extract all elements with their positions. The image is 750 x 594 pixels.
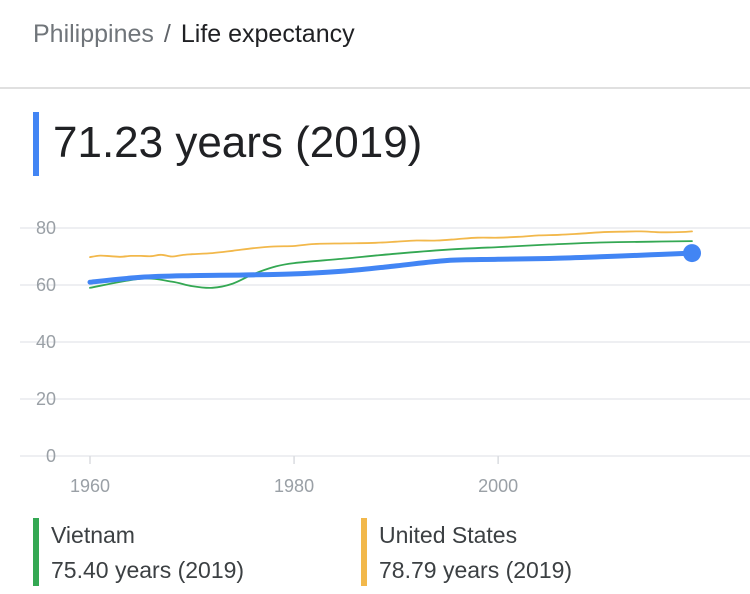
series-line-united-states [89, 230, 693, 258]
y-tick-label-0: 0 [46, 446, 56, 466]
life-expectancy-chart[interactable]: 0 20 40 60 80 1960 1980 2000 [0, 205, 750, 505]
headline-accent-bar [33, 112, 39, 176]
legend-value: 75.40 years (2019) [51, 557, 245, 583]
breadcrumb: Philippines / Life expectancy [33, 20, 355, 49]
chart-grid [20, 227, 750, 464]
series-line-philippines [87, 250, 695, 285]
breadcrumb-current: Life expectancy [180, 20, 355, 48]
header-divider [0, 87, 750, 89]
y-tick-label-20: 20 [36, 389, 56, 409]
chart-series [87, 230, 701, 289]
y-tick-label-60: 60 [36, 275, 56, 295]
breadcrumb-parent-link[interactable]: Philippines [33, 20, 154, 48]
headline-value: 71.23 years (2019) [53, 118, 423, 167]
x-tick-label-2000: 2000 [478, 476, 518, 496]
legend-value: 78.79 years (2019) [379, 557, 573, 583]
legend-name: United States [379, 522, 518, 548]
series-endpoint-philippines [683, 244, 701, 263]
x-tick-label-1980: 1980 [274, 476, 314, 496]
legend-color-bar [33, 518, 39, 586]
y-tick-label-80: 80 [36, 218, 56, 238]
series-line-vietnam [89, 240, 693, 289]
chart-axis-labels: 0 20 40 60 80 1960 1980 2000 [36, 218, 518, 496]
legend-name: Vietnam [51, 522, 135, 548]
legend-color-bar [361, 518, 367, 586]
x-tick-label-1960: 1960 [70, 476, 110, 496]
y-tick-label-40: 40 [36, 332, 56, 352]
breadcrumb-separator: / [163, 20, 171, 48]
